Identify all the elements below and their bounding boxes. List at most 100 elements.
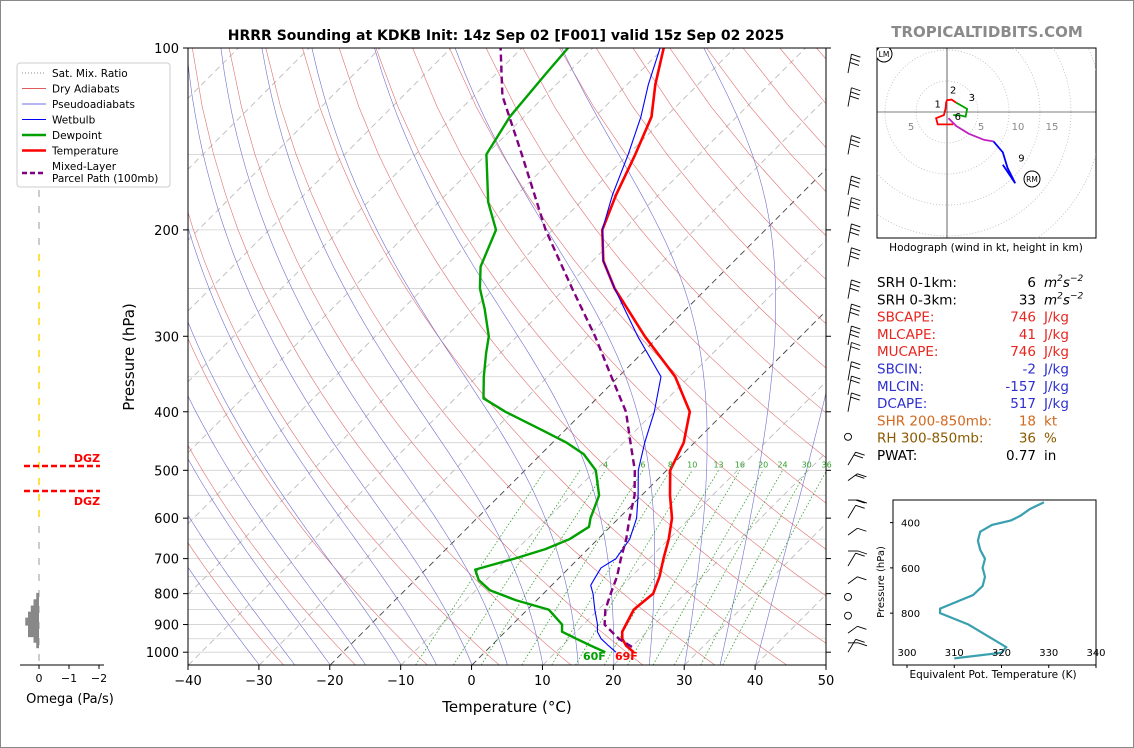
isotherm-line — [329, 168, 826, 665]
dry-adiabat — [228, 48, 644, 665]
mixing-ratio-label: 16 — [735, 460, 745, 469]
wind-barb — [847, 247, 861, 267]
wind-barb — [847, 175, 861, 195]
theta-e-frame — [892, 499, 1097, 666]
stat-label: DCAPE: — [877, 396, 927, 412]
stat-label: MUCAPE: — [877, 344, 938, 360]
theta-x-tick-label: 310 — [945, 648, 964, 659]
hodograph-trace — [953, 101, 969, 118]
omega-tick-label: −1 — [61, 672, 77, 685]
hodograph-trace — [935, 98, 957, 126]
stat-unit: J/kg — [1043, 310, 1069, 326]
wind-barb — [847, 625, 867, 634]
legend-box — [16, 62, 171, 188]
wind-barb — [847, 197, 861, 217]
mixing-ratio-label: 8 — [668, 460, 673, 469]
x-tick-label: 30 — [676, 674, 693, 689]
theta-y-tick-label: 800 — [901, 609, 920, 620]
theta-e-ylabel: Pressure (hPa) — [876, 546, 887, 618]
pseudoadiabat — [188, 59, 473, 665]
dgz-label-bottom: DGZ — [74, 495, 100, 508]
pseudoadiabat — [188, 321, 402, 665]
mixing-ratio-label: 6 — [640, 460, 645, 469]
stat-unit: J/kg — [1043, 344, 1069, 360]
storm-motion-marker — [877, 48, 893, 63]
skewt-background-lines — [188, 48, 826, 665]
legend-label: Dewpoint — [52, 130, 102, 142]
wind-barb — [847, 135, 861, 155]
wind-barb — [847, 325, 861, 345]
omega-tick-label: 0 — [36, 672, 43, 685]
stat-unit: J/kg — [1043, 362, 1069, 378]
x-tick-label: 10 — [534, 674, 551, 689]
wind-barb — [847, 392, 861, 412]
dry-adiabat — [338, 48, 826, 644]
mixing-ratio-line — [453, 470, 581, 665]
pseudoadiabat — [261, 48, 544, 665]
stat-value: 517 — [1010, 396, 1036, 412]
mixing-ratio-line — [575, 470, 693, 665]
stat-value: 6 — [1027, 275, 1036, 291]
stat-value: 33 — [1019, 292, 1036, 308]
pseudoadiabat — [188, 566, 260, 665]
pseudoadiabat — [374, 48, 615, 665]
wind-barb — [847, 223, 861, 243]
wind-barb — [847, 638, 865, 653]
hodograph-ring-label: 5 — [908, 122, 914, 133]
y-tick-label: 500 — [154, 464, 179, 479]
storm-motion-label: LM — [879, 50, 890, 59]
mixing-ratio-line — [652, 470, 764, 665]
omega-bars — [25, 190, 40, 661]
watermark: TROPICALTIDBITS.COM — [891, 23, 1083, 41]
omega-bar — [33, 634, 39, 643]
pseudoadiabat — [188, 226, 437, 665]
mixing-ratio-labels: 4 6 8 10 13 16 20 24 30 36 — [603, 460, 832, 469]
wind-barb — [848, 642, 868, 647]
mixing-ratio-label: 13 — [713, 460, 723, 469]
skewt-profiles — [474, 48, 692, 654]
stat-value: 36 — [1019, 431, 1036, 447]
wind-barb — [847, 375, 861, 395]
theta-e-xlabel: Equivalent Pot. Temperature (K) — [909, 669, 1076, 681]
omega-bar — [28, 611, 39, 620]
profile-mixed-layer — [499, 48, 636, 648]
storm-motion-marker — [1023, 170, 1041, 188]
hodograph-caption: Hodograph (wind in kt, height in km) — [889, 242, 1083, 254]
wind-barb — [847, 303, 861, 323]
hodograph-panel: 5 5 10 15 12 36 9 LM RM Hodograph (wind in kt, h… — [876, 47, 1097, 254]
wind-barb — [847, 473, 867, 481]
x-tick-label: 20 — [605, 674, 622, 689]
legend-label: Wetbulb — [52, 115, 96, 127]
omega-bar — [28, 623, 39, 632]
wind-barbs — [844, 53, 868, 653]
isotherm-line — [188, 48, 735, 596]
omega-bar — [33, 599, 39, 608]
stat-label: SRH 0-3km: — [877, 292, 957, 308]
pseudoadiabat — [188, 458, 331, 665]
wind-barb — [847, 527, 867, 536]
stat-value: 746 — [1010, 344, 1036, 360]
hodograph-ring-label: 10 — [1012, 122, 1025, 133]
pseudoadiabat — [755, 391, 826, 665]
mixing-ratio-label: 4 — [603, 460, 608, 469]
stat-value: 18 — [1019, 413, 1036, 429]
mixing-ratio-label: 20 — [758, 460, 768, 469]
omega-ticks: 0 −1 −2 — [36, 665, 107, 685]
dry-adiabat — [595, 48, 826, 325]
x-tick-label: −30 — [245, 674, 272, 689]
hodograph-trace — [992, 140, 1017, 184]
pseudoadiabat — [703, 48, 776, 665]
dry-adiabat — [192, 48, 572, 665]
isotherm-line — [542, 381, 826, 665]
isotherm-line — [684, 523, 826, 665]
storm-motion-label: RM — [1026, 175, 1038, 184]
omega-xlabel: Omega (Pa/s) — [26, 692, 114, 707]
wind-barb — [847, 576, 867, 584]
mixing-ratio-line — [521, 470, 644, 665]
pseudoadiabat — [561, 48, 708, 665]
stat-value: 0.77 — [1006, 448, 1036, 464]
isotherm-line — [613, 452, 826, 665]
y-tick-label: 600 — [154, 512, 179, 527]
